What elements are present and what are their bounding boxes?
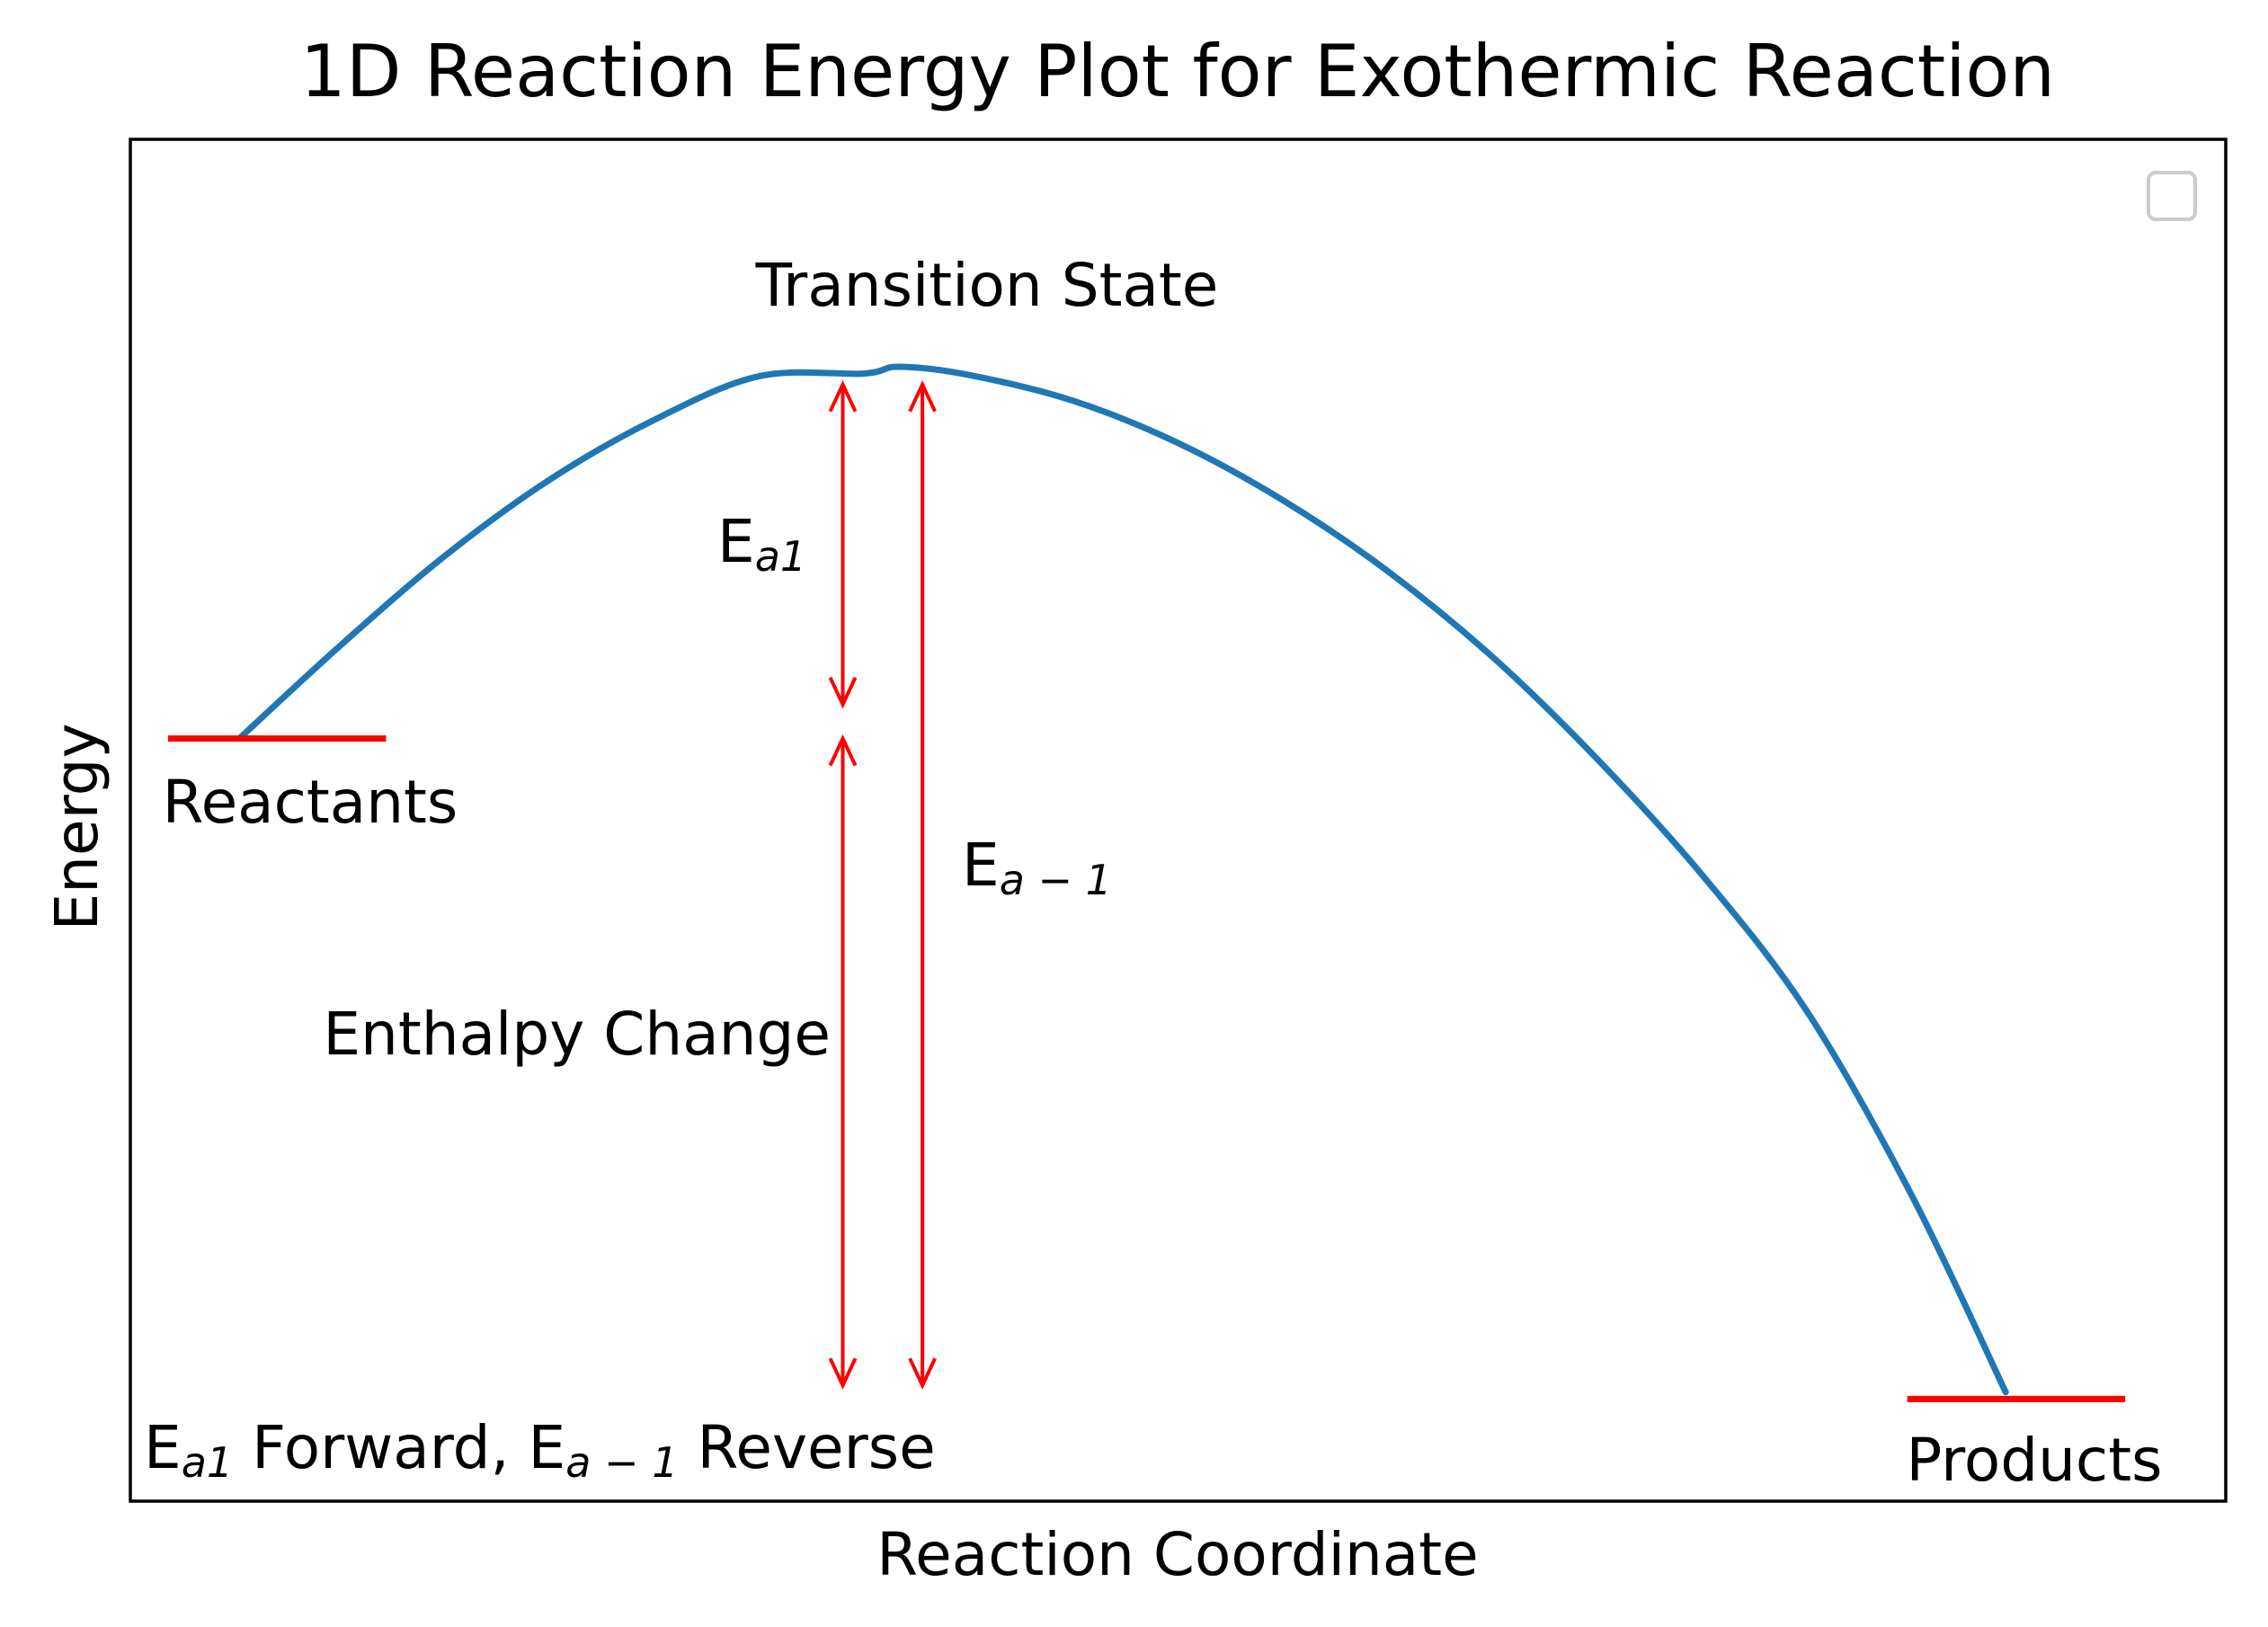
note-end: Reverse: [678, 1413, 935, 1482]
note-e1: E: [144, 1413, 182, 1482]
ea-reverse-label: Ea − 1: [962, 831, 1112, 904]
forward-reverse-note: Ea1 Forward, Ea − 1 Reverse: [144, 1413, 936, 1487]
ea-reverse-label-main: E: [962, 831, 1000, 900]
ea1-arrowhead-bottom: [828, 676, 858, 709]
enthalpy-arrowhead-top: [828, 733, 858, 767]
products-label: Products: [1907, 1426, 2163, 1495]
ea-reverse-arrowhead-top: [908, 379, 937, 413]
ea1-label-sub: a1: [755, 532, 806, 581]
enthalpy-change-label: Enthalpy Change: [323, 1000, 831, 1069]
x-axis-label: Reaction Coordinate: [876, 1520, 1478, 1589]
ea1-label-main: E: [717, 507, 755, 576]
chart-title: 1D Reaction Energy Plot for Exothermic R…: [300, 30, 2055, 113]
transition-state-label: Transition State: [755, 251, 1219, 320]
note-e1-sub: a1: [182, 1438, 233, 1487]
reactants-label: Reactants: [163, 768, 458, 837]
ea1-arrowhead-top: [828, 379, 858, 413]
plot-area: [129, 138, 2228, 1503]
energy-curve: [236, 363, 2009, 1396]
legend-box: [2147, 171, 2197, 221]
ea-reverse-arrowhead-bottom: [908, 1357, 937, 1390]
ea-reverse-label-sub: a − 1: [1000, 856, 1112, 904]
ea1-label: Ea1: [717, 507, 806, 581]
note-mid: Forward, E: [233, 1413, 565, 1482]
enthalpy-arrowhead-bottom: [828, 1357, 858, 1390]
note-e2-sub: a − 1: [565, 1438, 678, 1487]
y-axis-label: Energy: [42, 723, 111, 930]
